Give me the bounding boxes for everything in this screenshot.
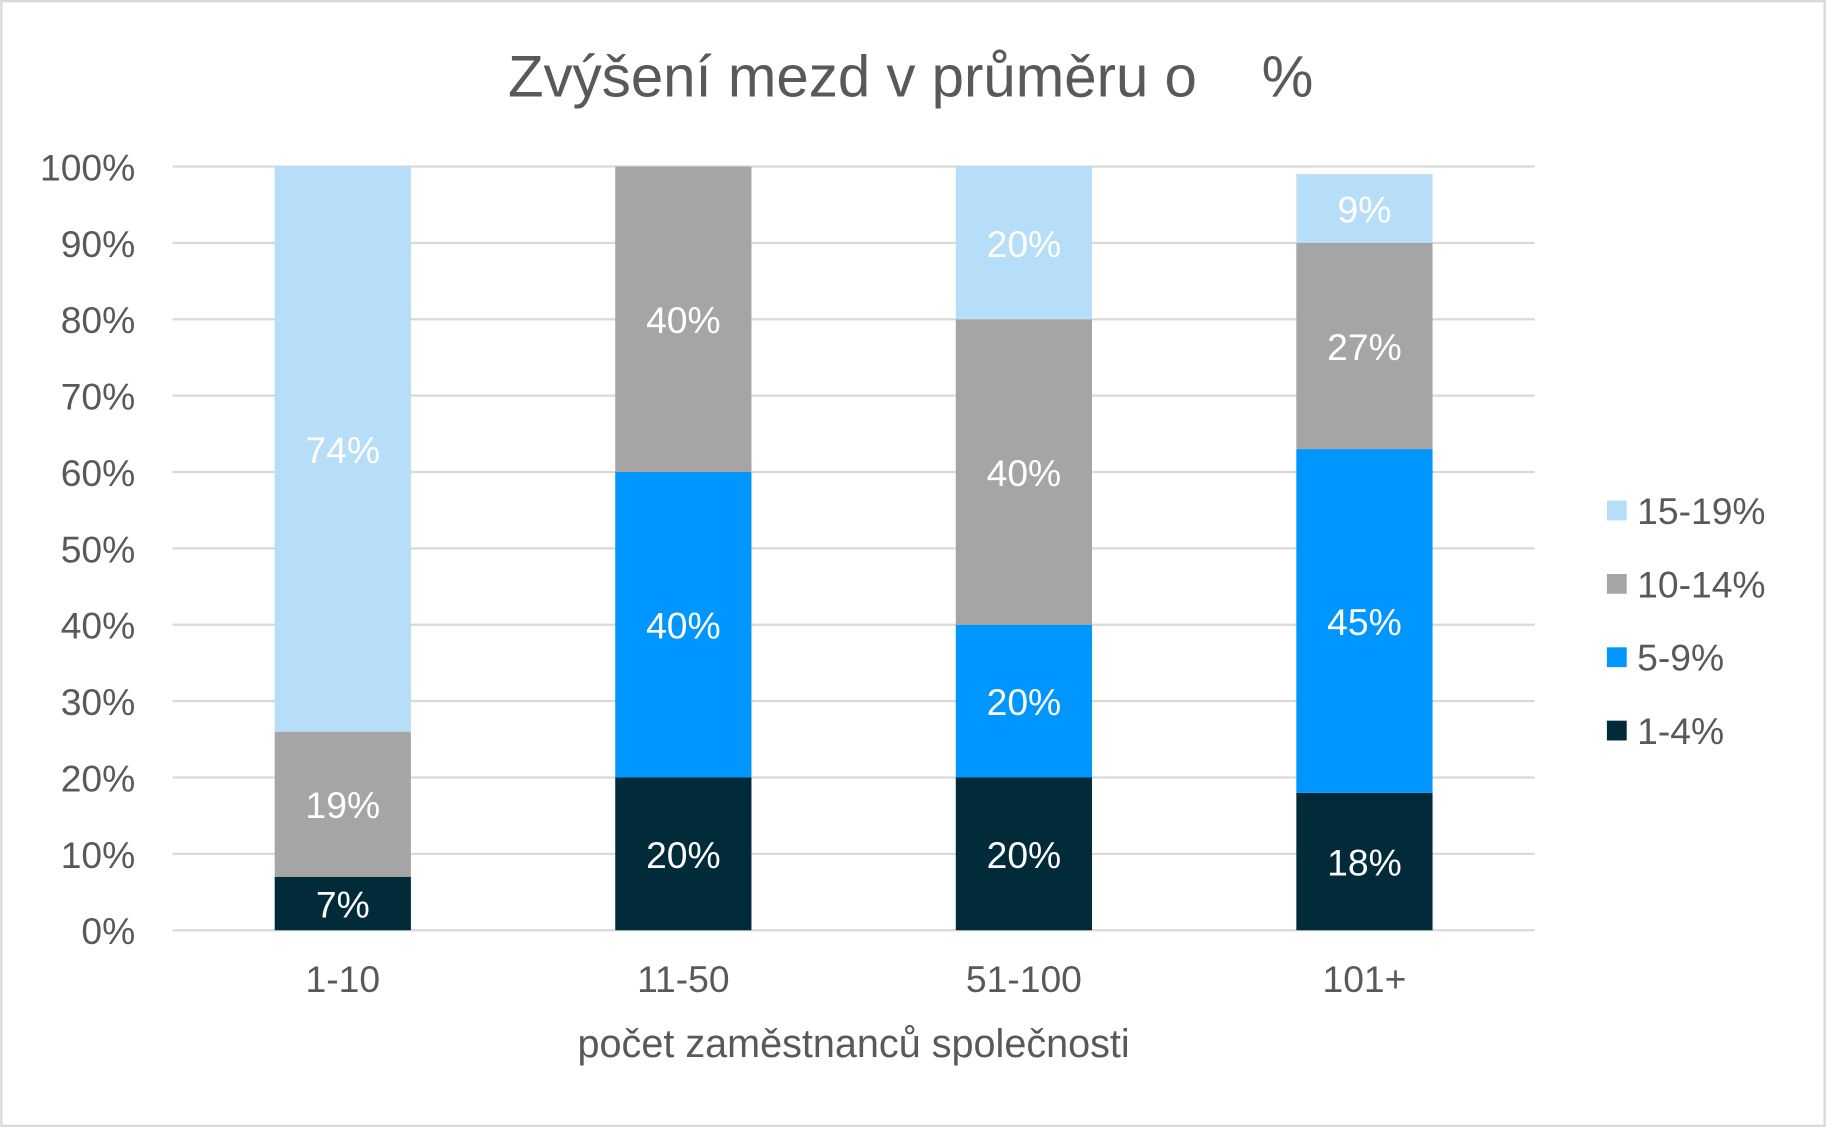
- y-tick-label: 0%: [81, 910, 135, 952]
- bar-segment: [274, 166, 411, 732]
- y-tick-label: 80%: [61, 299, 136, 341]
- data-label: 20%: [987, 681, 1062, 723]
- legend-item: 1-4%: [1606, 710, 1724, 752]
- x-axis-label: počet zaměstnanců společnosti: [578, 1022, 1130, 1066]
- data-label: 20%: [987, 223, 1062, 265]
- legend-item: 10-14%: [1606, 563, 1766, 605]
- bar-segment: [274, 731, 411, 877]
- legend-label: 5-9%: [1637, 637, 1724, 679]
- data-label: 27%: [1327, 326, 1402, 368]
- y-tick-label: 60%: [61, 452, 136, 494]
- legend-label: 1-4%: [1637, 710, 1724, 752]
- bar-segment: [615, 471, 752, 778]
- bar-segment: [955, 319, 1093, 625]
- data-label: 74%: [306, 429, 381, 471]
- y-tick-label: 10%: [61, 834, 136, 876]
- y-tick-label: 100%: [40, 146, 135, 188]
- data-label: 20%: [646, 834, 721, 876]
- legend-item: 15-19%: [1606, 490, 1766, 532]
- data-label: 18%: [1327, 841, 1402, 883]
- data-label: 40%: [987, 452, 1062, 494]
- x-tick-label: 51-100: [966, 958, 1082, 1000]
- legend-label: 15-19%: [1637, 490, 1765, 532]
- legend-label: 10-14%: [1637, 563, 1765, 605]
- legend-swatch: [1606, 573, 1627, 594]
- bar-segment: [955, 166, 1093, 320]
- legend-swatch: [1606, 647, 1627, 668]
- y-tick-label: 70%: [61, 376, 136, 418]
- bar-segment: [615, 166, 752, 472]
- legend-item: 5-9%: [1606, 637, 1724, 679]
- legend-swatch: [1606, 720, 1627, 741]
- x-tick-label: 11-50: [637, 958, 730, 1000]
- bar-segment: [955, 624, 1093, 778]
- x-tick-label: 1-10: [306, 958, 381, 1000]
- y-tick-label: 30%: [61, 681, 136, 723]
- bar-segment: [955, 777, 1093, 931]
- y-tick-label: 20%: [61, 757, 136, 799]
- data-label: 19%: [306, 784, 381, 826]
- bar-segment: [1296, 174, 1433, 243]
- chart-title: Zvýšení mezd v průměru o %: [508, 45, 1313, 110]
- bar-segment: [1296, 792, 1433, 931]
- data-label: 40%: [646, 299, 721, 341]
- data-label: 40%: [646, 605, 721, 647]
- bar-segment: [274, 876, 411, 931]
- data-label: 9%: [1338, 188, 1392, 230]
- bar-segment: [615, 777, 752, 931]
- y-tick-label: 90%: [61, 223, 136, 265]
- bar-segment: [1296, 449, 1433, 793]
- data-label: 45%: [1327, 601, 1402, 643]
- legend-swatch: [1606, 500, 1627, 521]
- bar-segment: [1296, 242, 1433, 450]
- y-tick-label: 40%: [61, 605, 136, 647]
- y-tick-label: 50%: [61, 528, 136, 570]
- x-tick-label: 101+: [1322, 958, 1406, 1000]
- data-label: 20%: [987, 834, 1062, 876]
- data-label: 7%: [316, 883, 370, 925]
